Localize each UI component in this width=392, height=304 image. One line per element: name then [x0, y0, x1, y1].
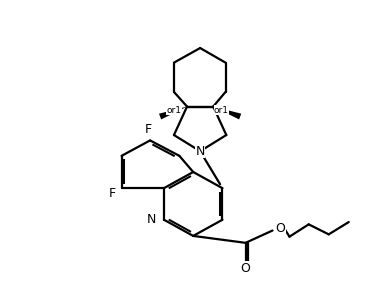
Polygon shape [159, 106, 187, 119]
Text: O: O [241, 262, 250, 275]
Text: F: F [145, 123, 152, 136]
Text: N: N [147, 213, 156, 226]
Polygon shape [213, 106, 241, 119]
Text: F: F [109, 188, 116, 201]
Text: or1: or1 [214, 106, 229, 115]
Text: or1: or1 [167, 106, 181, 115]
Text: N: N [196, 145, 205, 158]
Text: O: O [275, 222, 285, 235]
